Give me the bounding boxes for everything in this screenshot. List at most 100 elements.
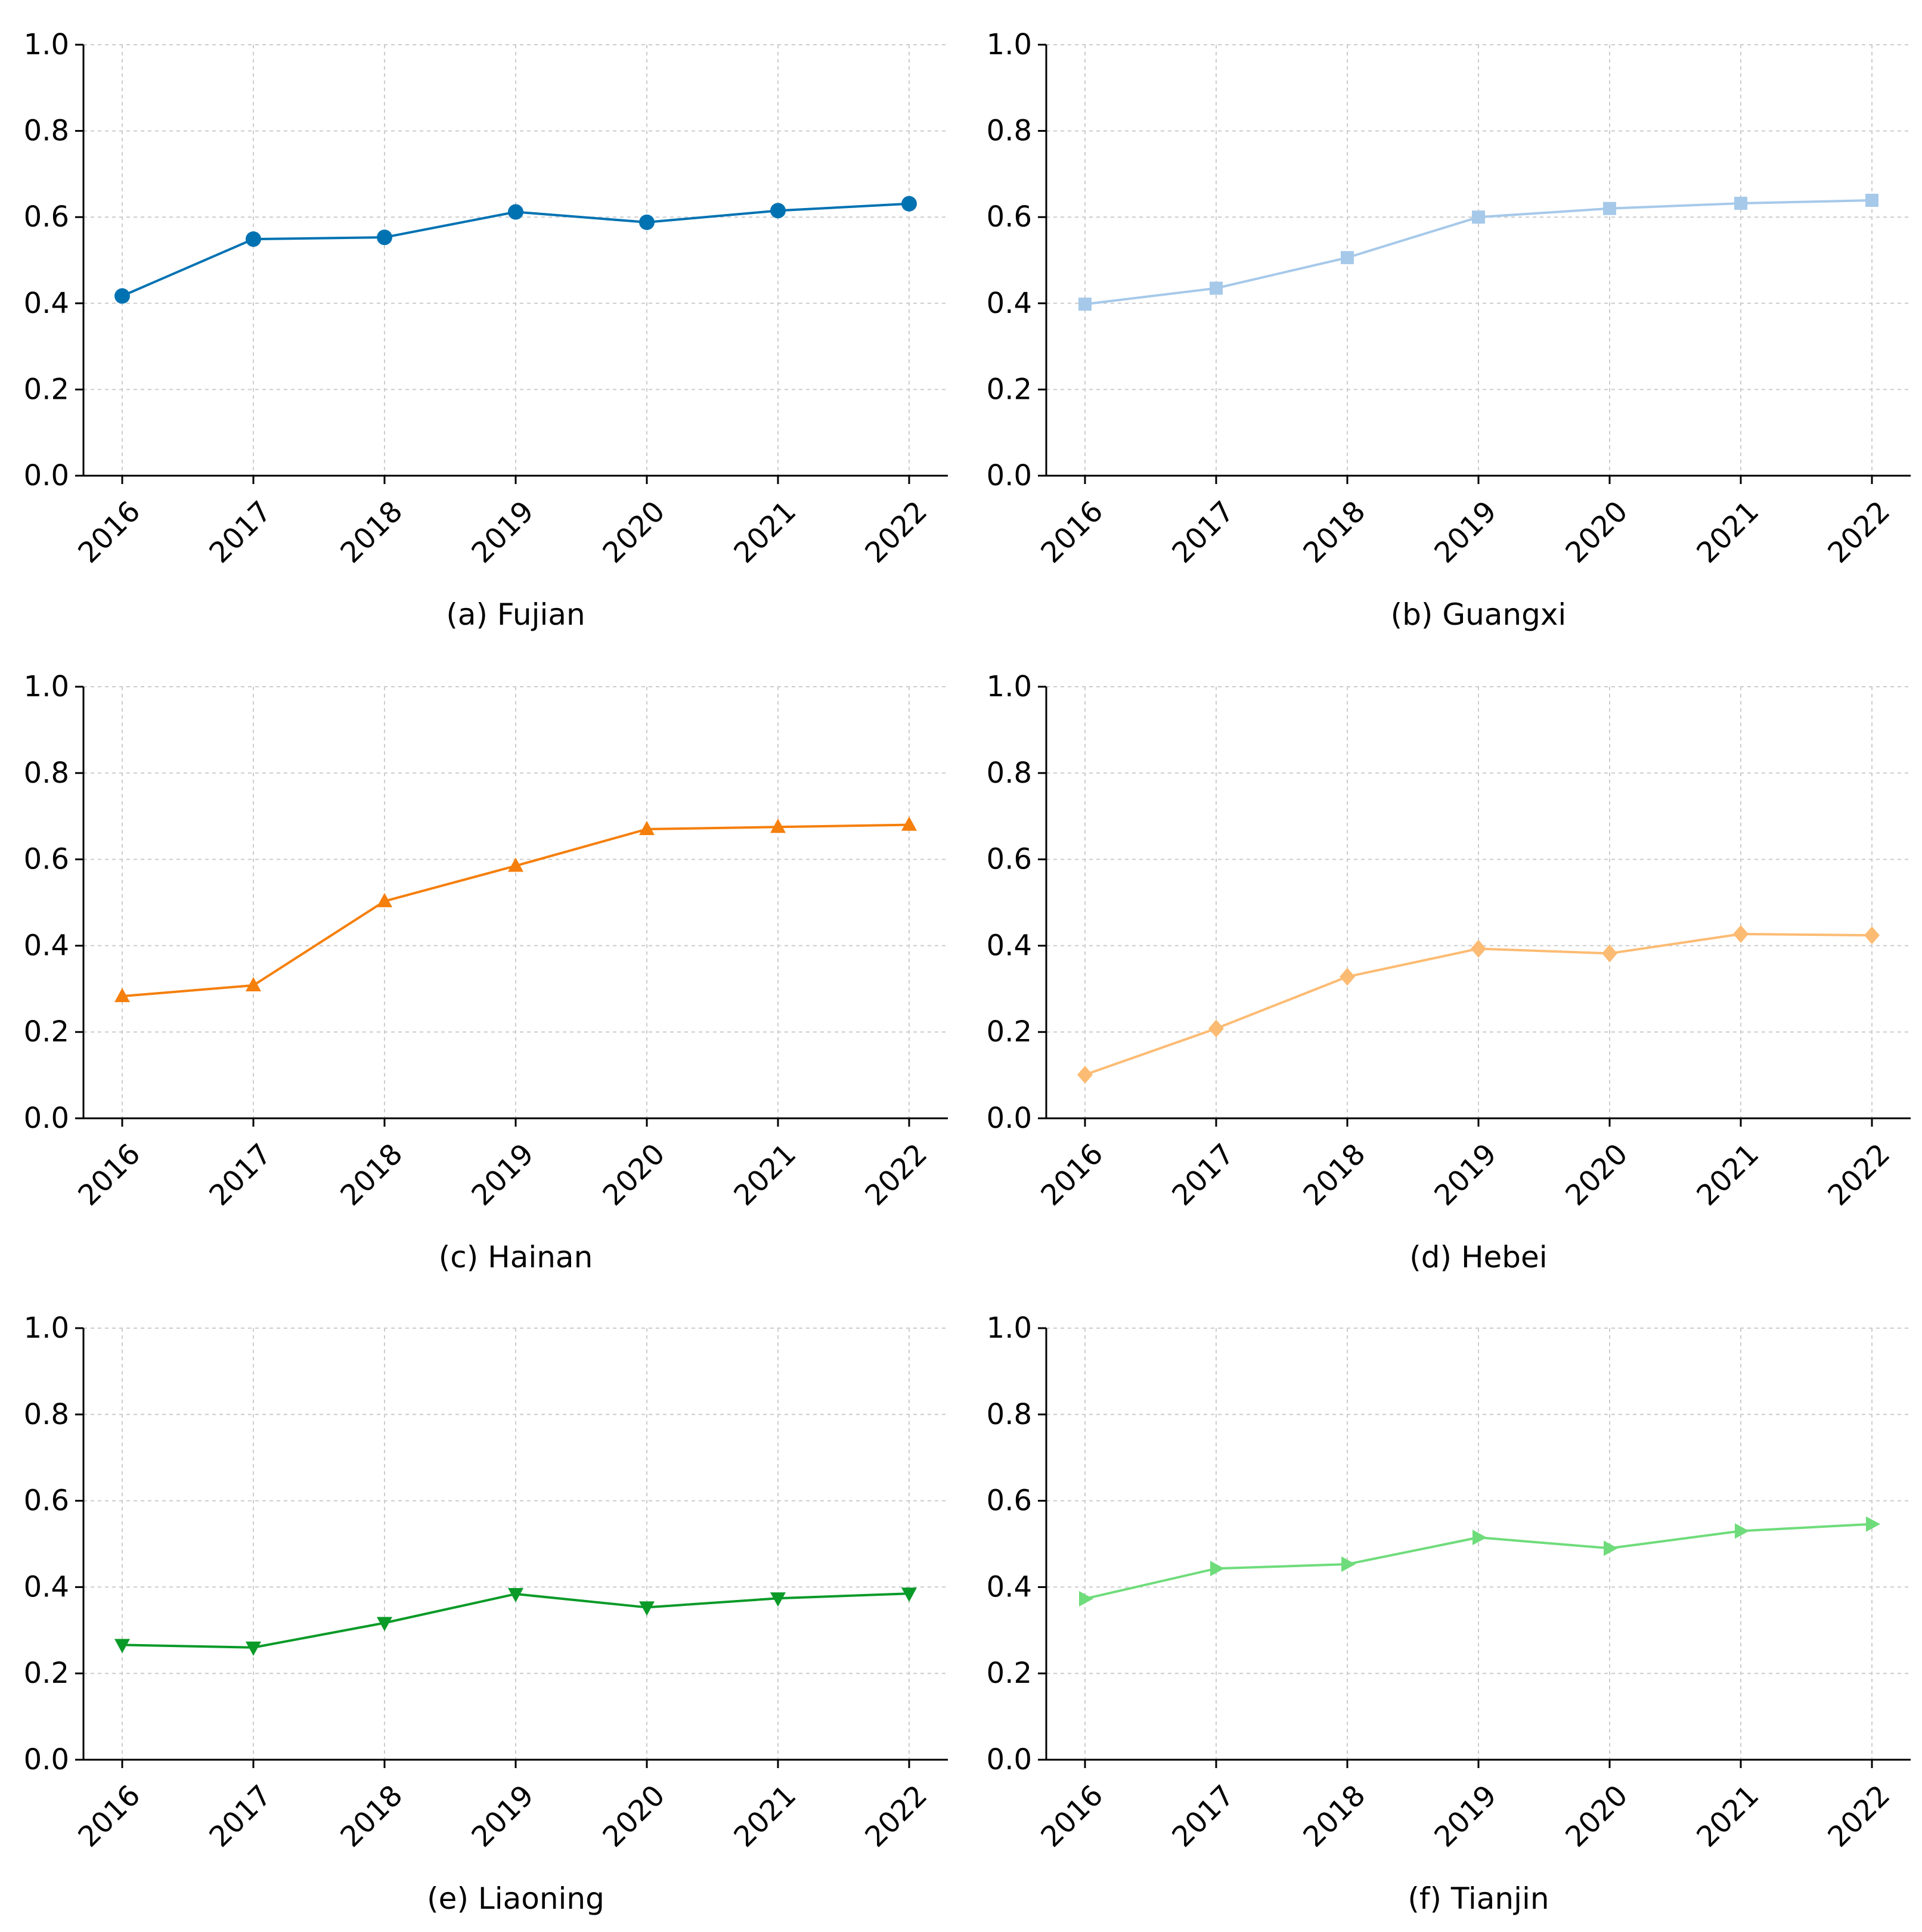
y-tick-label: 0.4 (24, 1570, 69, 1604)
x-tick-label: 2016 (1034, 1137, 1109, 1212)
x-tick-label: 2021 (727, 1137, 802, 1212)
x-tick-label: 2020 (596, 1137, 671, 1212)
data-point-2019 (508, 204, 523, 220)
x-tick-label: 2018 (334, 1779, 409, 1854)
y-tick-label: 0.4 (24, 287, 69, 320)
data-point-2016 (1079, 1590, 1093, 1607)
x-tick-label: 2020 (596, 1779, 671, 1854)
data-point-2020 (639, 1601, 655, 1616)
y-tick-label: 1.0 (987, 1311, 1032, 1345)
x-tick-label: 2016 (1034, 495, 1109, 570)
x-tick-label: 2016 (1034, 1779, 1109, 1854)
data-point-2016 (1077, 1065, 1093, 1084)
panel-caption: (e) Liaoning (427, 1881, 604, 1916)
y-tick-label: 0.8 (987, 1398, 1032, 1431)
x-tick-label: 2021 (1690, 1779, 1765, 1854)
data-point-2017 (1210, 1561, 1224, 1577)
x-tick-label: 2021 (1690, 495, 1765, 570)
y-tick-label: 0.0 (24, 1102, 69, 1135)
x-tick-label: 2018 (1297, 1779, 1372, 1854)
x-tick-label: 2018 (1297, 1137, 1372, 1212)
panel-caption: (a) Fujian (446, 597, 585, 632)
chart-panel-3: 0.0 0.2 0.4 0.6 0.8 1.0 2016 2017 2018 2019 2020 20… (24, 670, 948, 1274)
y-tick-label: 0.6 (987, 1484, 1032, 1518)
y-tick-label: 0.2 (987, 1015, 1032, 1049)
data-point-2019 (508, 857, 523, 872)
data-point-2016 (114, 1639, 130, 1654)
data-point-2018 (1341, 1556, 1356, 1573)
y-tick-label: 0.0 (987, 459, 1032, 492)
y-tick-label: 0.6 (987, 200, 1032, 234)
y-tick-label: 0.2 (987, 1657, 1032, 1690)
y-tick-label: 0.2 (987, 373, 1032, 406)
y-tick-label: 0.4 (987, 1570, 1032, 1604)
y-tick-label: 1.0 (987, 28, 1032, 61)
data-point-2021 (770, 818, 786, 833)
x-tick-label: 2021 (727, 1779, 802, 1854)
y-tick-label: 0.6 (24, 843, 69, 876)
y-tick-label: 0.6 (24, 200, 69, 234)
x-tick-label: 2019 (1428, 1779, 1503, 1854)
panel-caption: (b) Guangxi (1391, 597, 1567, 632)
panel-caption: (c) Hainan (439, 1240, 593, 1274)
data-point-2019 (1472, 1530, 1487, 1546)
y-tick-label: 0.0 (24, 1743, 69, 1776)
chart-panel-6: 0.0 0.2 0.4 0.6 0.8 1.0 2016 2017 2018 2019 2020 20… (987, 1311, 1911, 1916)
x-tick-label: 2020 (596, 495, 671, 570)
y-tick-label: 1.0 (24, 670, 69, 703)
data-point-2020 (639, 214, 655, 230)
y-tick-label: 0.8 (987, 756, 1032, 790)
data-point-2022 (1865, 194, 1878, 207)
data-point-2022 (901, 196, 917, 212)
x-tick-label: 2017 (1165, 495, 1241, 570)
y-tick-label: 1.0 (24, 28, 69, 61)
data-point-2016 (114, 288, 130, 304)
chart-panel-1: 0.0 0.2 0.4 0.6 0.8 1.0 2016 2017 2018 2019 2020 20… (24, 28, 948, 632)
data-point-2018 (1340, 967, 1355, 986)
y-tick-label: 0.4 (987, 929, 1032, 962)
data-point-2017 (246, 977, 261, 992)
x-tick-label: 2022 (1821, 495, 1896, 570)
x-tick-label: 2021 (727, 495, 802, 570)
chart-panel-4: 0.0 0.2 0.4 0.6 0.8 1.0 2016 2017 2018 2019 2020 20… (987, 670, 1911, 1274)
x-tick-label: 2017 (203, 1137, 278, 1212)
x-tick-label: 2020 (1559, 495, 1634, 570)
data-point-2016 (114, 988, 130, 1003)
x-tick-label: 2022 (858, 1779, 934, 1854)
data-point-2020 (1604, 1540, 1618, 1556)
data-point-2020 (639, 820, 655, 835)
x-tick-label: 2016 (72, 1137, 147, 1212)
data-point-2022 (901, 816, 917, 831)
x-tick-label: 2019 (1428, 1137, 1503, 1212)
data-point-2018 (377, 230, 392, 246)
x-tick-label: 2019 (465, 1137, 540, 1212)
data-point-2021 (1733, 925, 1749, 943)
x-tick-label: 2019 (465, 495, 540, 570)
data-point-2022 (1864, 926, 1880, 945)
x-tick-label: 2020 (1559, 1137, 1634, 1212)
chart-panel-2: 0.0 0.2 0.4 0.6 0.8 1.0 2016 2017 2018 2019 2020 20… (987, 28, 1911, 632)
y-tick-label: 0.6 (24, 1484, 69, 1518)
chart-panel-5: 0.0 0.2 0.4 0.6 0.8 1.0 2016 2017 2018 2019 2020 20… (24, 1311, 948, 1916)
x-tick-label: 2022 (1821, 1137, 1896, 1212)
panel-caption: (d) Hebei (1409, 1240, 1547, 1274)
y-tick-label: 0.4 (24, 929, 69, 962)
y-tick-label: 0.2 (24, 373, 69, 406)
x-tick-label: 2022 (858, 495, 934, 570)
x-tick-label: 2017 (203, 1779, 278, 1854)
x-tick-label: 2022 (1821, 1779, 1896, 1854)
y-tick-label: 0.0 (987, 1102, 1032, 1135)
y-tick-label: 0.8 (24, 756, 69, 790)
data-point-2019 (508, 1587, 523, 1602)
data-point-2020 (1603, 201, 1616, 215)
data-point-2021 (770, 203, 786, 219)
data-point-2019 (1472, 210, 1485, 224)
y-tick-label: 0.6 (987, 843, 1032, 876)
data-point-2021 (1735, 1523, 1749, 1539)
x-tick-label: 2020 (1559, 1779, 1634, 1854)
data-point-2017 (1208, 1019, 1224, 1038)
data-point-2017 (246, 1641, 261, 1656)
data-point-2018 (377, 892, 392, 907)
x-tick-label: 2022 (858, 1137, 934, 1212)
